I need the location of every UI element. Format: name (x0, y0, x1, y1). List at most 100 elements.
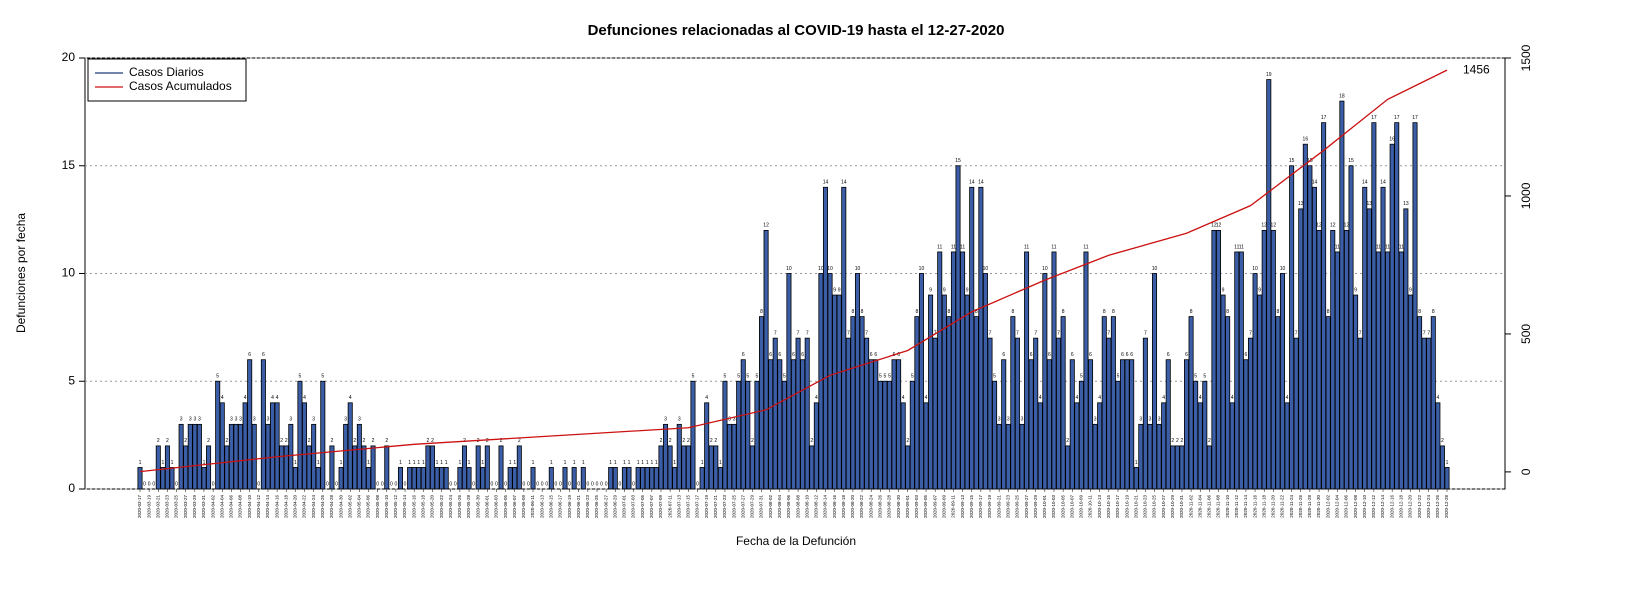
bar (1444, 467, 1450, 490)
bar (864, 337, 870, 490)
bar (516, 445, 522, 490)
bar-value-label: 4 (1162, 395, 1165, 401)
bar (1316, 229, 1322, 490)
bar (1307, 165, 1313, 490)
x-tick-label: 2020-09-01 (905, 495, 910, 519)
bar (749, 445, 755, 490)
bar-value-label: 7 (1359, 330, 1362, 336)
bar (1362, 186, 1368, 490)
x-tick-label: 2020-08-30 (896, 495, 901, 519)
bar (1417, 316, 1423, 490)
bar (960, 251, 966, 490)
bar-value-label: 3 (344, 417, 347, 423)
x-tick-label: 2020-08-14 (823, 495, 828, 519)
x-tick-label: 2020-07-29 (750, 495, 755, 519)
x-tick-label: 2020-11-20 (1271, 495, 1276, 518)
x-tick-label: 2020-05-14 (402, 495, 407, 519)
bar-value-label: 8 (1277, 309, 1280, 315)
bar-value-label: 6 (801, 352, 804, 358)
bar-value-label: 0 (390, 481, 393, 487)
x-tick-label: 2020-08-02 (768, 495, 773, 519)
x-tick-label: 2020-07-01 (622, 495, 627, 519)
x-tick-label: 2020-09-27 (1024, 495, 1029, 519)
bar-value-label: 0 (326, 481, 329, 487)
bar-value-label: 3 (312, 417, 315, 423)
legend-label: Casos Acumulados (129, 79, 232, 93)
bar (411, 467, 417, 490)
bar (731, 423, 737, 490)
bar-value-label: 11 (1239, 244, 1244, 250)
bar-value-label: 1 (445, 460, 448, 466)
bar-value-label: 1 (440, 460, 443, 466)
bar-value-label: 0 (596, 481, 599, 487)
bar-value-label: 5 (783, 374, 786, 380)
y2-tick-label: 0 (1519, 468, 1533, 475)
x-tick-label: 2020-04-12 (256, 495, 261, 519)
bar (1435, 402, 1441, 490)
x-tick-label: 2020-06-01 (485, 495, 490, 519)
bar-value-label: 2 (353, 438, 356, 444)
bar (676, 423, 682, 490)
x-tick-label: 2020-09-07 (932, 495, 937, 519)
bar (941, 294, 947, 490)
bar-value-label: 2 (427, 438, 430, 444)
bar-value-label: 6 (1071, 352, 1074, 358)
bar (900, 402, 906, 490)
x-tick-label: 2020-03-17 (137, 495, 142, 519)
bar (1042, 273, 1048, 490)
bar (800, 359, 806, 490)
y-tick-label: 15 (62, 158, 76, 172)
bar-value-label: 2 (1176, 438, 1179, 444)
bar (155, 445, 161, 490)
bar (1074, 402, 1080, 490)
x-tick-label: 2020-12-04 (1335, 495, 1340, 519)
bar-value-label: 12 (1344, 223, 1350, 229)
bar (713, 445, 719, 490)
x-tick-label: 2020-04-14 (265, 495, 270, 519)
bar-value-label: 0 (376, 481, 379, 487)
x-tick-label: 2020-04-10 (247, 495, 252, 519)
bar (169, 467, 175, 490)
x-tick-label: 2020-10-25 (1152, 495, 1157, 519)
bar (548, 467, 554, 490)
bar (763, 229, 769, 490)
bar (1330, 229, 1336, 490)
bar (822, 186, 828, 490)
x-tick-label: 2020-11-04 (1197, 495, 1202, 518)
x-tick-label: 2020-12-06 (1344, 495, 1349, 519)
bar-value-label: 11 (1051, 244, 1056, 250)
x-tick-label: 2020-07-17 (695, 495, 700, 519)
bar-value-label: 4 (925, 395, 928, 401)
bar-value-label: 1 (564, 460, 567, 466)
y-tick-label: 20 (62, 50, 76, 64)
bar-value-label: 0 (632, 481, 635, 487)
bar-value-label: 3 (180, 417, 183, 423)
bar-value-label: 7 (1107, 330, 1110, 336)
bar-value-label: 8 (1112, 309, 1115, 315)
bar (759, 316, 765, 490)
bar-value-label: 2 (714, 438, 717, 444)
bar (1348, 165, 1354, 490)
bar (1019, 423, 1025, 490)
x-tick-label: 2020-11-08 (1216, 495, 1221, 518)
bar-value-label: 4 (1039, 395, 1042, 401)
bar (580, 467, 586, 490)
bar (1279, 273, 1285, 490)
bar (1101, 316, 1107, 490)
bar (302, 402, 308, 490)
bar-value-label: 5 (888, 374, 891, 380)
bar (727, 423, 733, 490)
bar-value-label: 12 (1316, 223, 1322, 229)
bar-value-label: 13 (1367, 201, 1373, 207)
bar (795, 337, 801, 490)
bar-value-label: 10 (786, 266, 792, 272)
bar (1357, 337, 1363, 490)
bar (1014, 337, 1020, 490)
bar-value-label: 12 (1330, 223, 1336, 229)
bar (1184, 359, 1190, 490)
bar (1311, 186, 1317, 490)
bar-value-label: 7 (847, 330, 850, 336)
bar-value-label: 3 (1158, 417, 1161, 423)
x-tick-label: 2020-06-15 (548, 495, 553, 519)
bar (562, 467, 568, 490)
